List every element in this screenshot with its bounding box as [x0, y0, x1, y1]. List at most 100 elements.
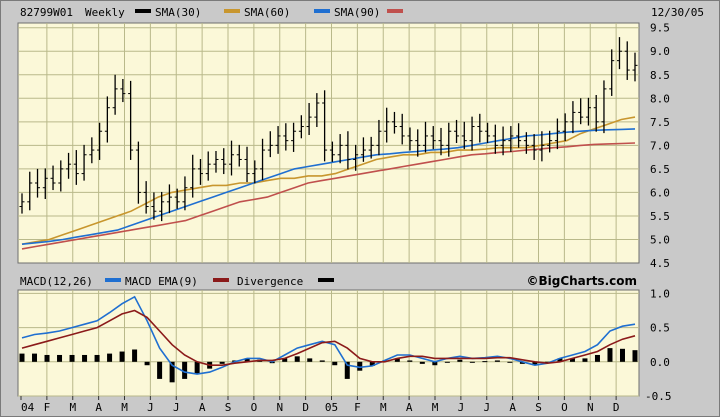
x-tick-label: S [225, 401, 232, 414]
price-header-bar [2, 2, 718, 22]
x-tick-label: A [509, 401, 516, 414]
price-y-tick-label: 5.5 [650, 210, 670, 223]
divergence-bar [319, 360, 325, 362]
divergence-bar [594, 354, 600, 362]
x-tick-label: J [173, 401, 180, 414]
legend-swatch-sma30 [135, 9, 151, 13]
x-tick-label: F [354, 401, 361, 414]
divergence-bar [469, 361, 475, 363]
price-moving-averages [21, 116, 636, 250]
legend-swatch-divergence [318, 278, 334, 282]
x-tick-label: M [432, 401, 439, 414]
divergence-bar [357, 361, 363, 371]
legend-label-sma60: SMA(60) [244, 6, 290, 19]
macd-y-axis: -0.5 0.0 0.5 1.0 [645, 287, 672, 403]
period-label: Weekly [85, 6, 125, 19]
divergence-bar [244, 358, 250, 362]
macd-line [21, 295, 636, 375]
macd-y-tick-label: 0.5 [650, 322, 670, 335]
x-tick-label: O [561, 401, 568, 414]
price-y-tick-label: 7.0 [650, 139, 670, 152]
divergence-bar [144, 361, 150, 366]
macd-legend: MACD(12,26) MACD EMA(9) Divergence [20, 275, 334, 288]
divergence-bar [607, 348, 613, 362]
divergence-bar [94, 354, 100, 362]
divergence-bar [432, 361, 438, 366]
ma-line-sma90 [21, 142, 636, 250]
legend-swatch-sma60 [224, 9, 240, 13]
price-y-tick-label: 8.0 [650, 92, 670, 105]
divergence-bar [582, 358, 588, 362]
divergence-bar [532, 361, 538, 366]
price-y-axis: 4.5 5.0 5.5 6.0 6.5 7.0 7.5 8.0 8.5 9.0 9.5 [650, 22, 670, 270]
price-y-tick-label: 5.0 [650, 233, 670, 246]
x-tick-label: D [613, 401, 620, 414]
x-tick-label: F [44, 401, 51, 414]
divergence-bar [294, 356, 300, 362]
legend-label-sma30: SMA(30) [155, 6, 201, 19]
x-tick-label: M [69, 401, 76, 414]
x-tick-label: O [251, 401, 258, 414]
divergence-bar [344, 361, 350, 379]
x-tick-label: A [199, 401, 206, 414]
date-label: 12/30/05 [651, 6, 704, 19]
macd-y-tick-label: 1.0 [650, 287, 670, 300]
divergence-bar [32, 353, 38, 362]
divergence-bar [82, 354, 88, 362]
x-tick-label: A [95, 401, 102, 414]
x-tick-label: S [535, 401, 542, 414]
legend-swatch-extra [387, 9, 403, 13]
divergence-bar [194, 361, 200, 375]
divergence-bar [119, 351, 125, 362]
macd-header-bar [2, 272, 718, 288]
legend-label-sma90: SMA(90) [334, 6, 380, 19]
divergence-bar [107, 353, 113, 362]
divergence-bar [369, 361, 375, 366]
divergence-bar [69, 354, 75, 362]
divergence-bar [419, 361, 425, 364]
price-legend: SMA(30) SMA(60) SMA(90) [135, 6, 403, 19]
x-tick-label: J [483, 401, 490, 414]
macd-y-tick-label: 0.0 [650, 356, 670, 369]
divergence-bar [407, 360, 413, 362]
legend-swatch-macd [105, 278, 121, 282]
ma-line-sma60 [21, 128, 636, 245]
macd-y-tick-label: -0.5 [645, 390, 672, 403]
x-tick-label: J [147, 401, 154, 414]
divergence-bar [169, 361, 175, 383]
divergence-bar [632, 350, 638, 362]
price-ohlc-bars [19, 37, 638, 222]
ma-line-sma30 [21, 116, 636, 245]
x-axis: 04 F M A M J J A S O N D 05 F M A M J J A S O N D [20, 396, 620, 414]
divergence-bar [132, 349, 138, 362]
x-tick-label: A [406, 401, 413, 414]
divergence-bar [482, 361, 488, 363]
x-tick-label: M [121, 401, 128, 414]
divergence-bar [544, 361, 550, 363]
x-tick-label: N [276, 401, 283, 414]
divergence-bar [557, 358, 563, 362]
price-grid [18, 23, 639, 263]
legend-label-macd-ema: MACD EMA(9) [125, 275, 198, 288]
divergence-bar [507, 361, 513, 363]
price-plot-area [17, 22, 640, 264]
price-y-tick-label: 9.0 [650, 45, 670, 58]
macd-divergence-bars [19, 348, 638, 383]
divergence-bar [394, 358, 400, 362]
watermark: ©BigCharts.com [526, 274, 637, 288]
divergence-bar [219, 361, 225, 364]
legend-swatch-macd-ema [213, 278, 229, 282]
price-y-tick-label: 6.0 [650, 186, 670, 199]
x-tick-label: D [302, 401, 309, 414]
price-y-tick-label: 8.5 [650, 69, 670, 82]
divergence-bar [519, 361, 525, 364]
macd-ema-line [21, 309, 636, 367]
divergence-bar [157, 361, 163, 379]
macd-lines [21, 295, 636, 375]
legend-label-divergence: Divergence [237, 275, 303, 288]
symbol-label: 82799W01 [20, 6, 73, 19]
divergence-bar [282, 358, 288, 362]
price-y-tick-label: 6.5 [650, 163, 670, 176]
divergence-bar [444, 361, 450, 363]
